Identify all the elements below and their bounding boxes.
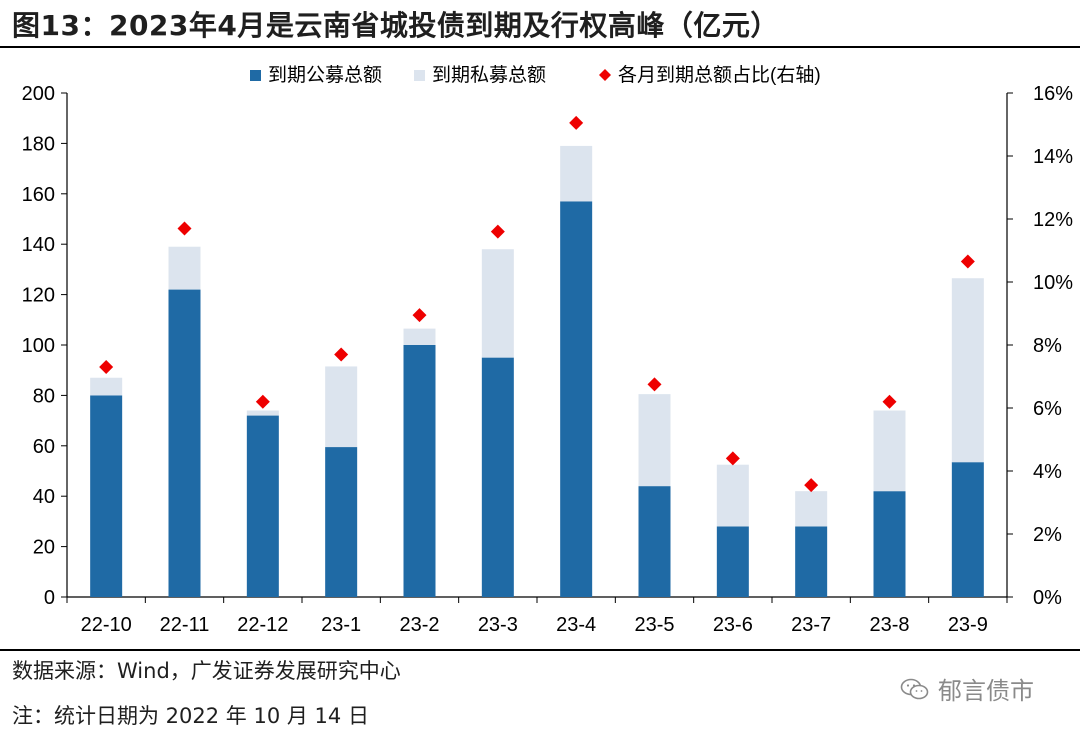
y-tick-label: 120 — [22, 285, 55, 307]
y-tick-label: 100 — [22, 335, 55, 357]
y-tick-label: 180 — [22, 133, 55, 155]
x-tick-label: 23-2 — [399, 614, 439, 636]
y2-tick-label: 12% — [1033, 209, 1073, 231]
x-tick-label: 23-3 — [478, 614, 518, 636]
x-tick-label: 23-5 — [634, 614, 674, 636]
footer-divider — [0, 649, 1080, 651]
bar-private — [873, 410, 906, 492]
bar-public — [638, 486, 671, 597]
bar-public — [168, 289, 201, 597]
x-tick-label: 23-9 — [948, 614, 988, 636]
y-tick-label: 200 — [22, 83, 55, 105]
bar-private — [951, 278, 984, 463]
bar-private — [638, 394, 671, 487]
ratio-marker — [960, 254, 975, 269]
source-text: 数据来源：Wind，广发证券发展研究中心 — [12, 659, 401, 683]
y-tick-label: 140 — [22, 234, 55, 256]
bar-private — [168, 246, 201, 290]
ratio-marker — [490, 224, 505, 239]
y-tick-label: 40 — [33, 486, 55, 508]
y2-tick-label: 2% — [1033, 524, 1062, 546]
ratio-marker — [804, 478, 819, 493]
y-tick-label: 160 — [22, 184, 55, 206]
bar-public — [325, 447, 358, 597]
y2-tick-label: 0% — [1033, 587, 1062, 609]
y-tick-label: 80 — [33, 385, 55, 407]
bar-private — [246, 410, 279, 416]
bar-public — [873, 491, 906, 597]
bar-public — [90, 395, 123, 597]
ratio-marker — [412, 308, 427, 323]
bar-private — [403, 328, 436, 345]
figure-title: 图13：2023年4月是云南省城投债到期及行权高峰（亿元） — [12, 9, 779, 42]
bar-private — [795, 491, 828, 527]
legend-label-public: 到期公募总额 — [268, 64, 382, 86]
watermark-label: 郁言债市 — [938, 677, 1034, 705]
x-tick-label: 23-6 — [713, 614, 753, 636]
chart-area: 0 20 40 60 80 100 120 140 160 180 200 0% 2% 4% 6% 8% 10%… — [0, 52, 1080, 642]
x-tick-label: 22-10 — [81, 614, 132, 636]
ratio-marker — [647, 377, 662, 392]
ratio-marker — [99, 360, 114, 375]
stacked-bar-chart: 0 20 40 60 80 100 120 140 160 180 200 0% 2% 4% 6% 8% 10%… — [22, 64, 1074, 636]
legend-swatch-private — [414, 70, 425, 81]
y2-tick-label: 16% — [1033, 83, 1073, 105]
bar-private — [560, 145, 593, 202]
bar-private — [325, 366, 358, 448]
watermark: 郁言债市 — [900, 671, 1034, 706]
bar-public — [560, 201, 593, 598]
x-tick-label: 23-4 — [556, 614, 596, 636]
bar-public — [716, 526, 749, 597]
ratio-marker — [882, 394, 897, 409]
legend-label-private: 到期私募总额 — [432, 64, 546, 86]
bar-public — [795, 526, 828, 597]
x-tick-label: 22-11 — [160, 614, 210, 636]
wechat-icon — [900, 678, 929, 699]
ratio-marker — [177, 221, 192, 236]
note-text: 注：统计日期为 2022 年 10 月 14 日 — [12, 704, 369, 728]
x-tick-label: 23-1 — [321, 614, 361, 636]
y2-tick-label: 14% — [1033, 146, 1073, 168]
y2-tick-label: 6% — [1033, 398, 1062, 420]
bar-public — [951, 462, 984, 597]
ratio-marker — [334, 347, 349, 362]
legend-swatch-public — [250, 70, 261, 81]
y-tick-label: 0 — [44, 587, 55, 609]
ratio-marker — [725, 451, 740, 466]
ratio-marker — [255, 394, 270, 409]
bar-private — [90, 377, 123, 396]
x-tick-label: 22-12 — [237, 614, 288, 636]
legend-marker-ratio — [599, 69, 611, 81]
legend-label-ratio: 各月到期总额占比(右轴) — [618, 64, 821, 86]
ratio-marker — [569, 115, 584, 130]
bar-public — [403, 345, 436, 597]
y2-tick-label: 10% — [1033, 272, 1073, 294]
y-tick-label: 60 — [33, 436, 55, 458]
bar-private — [481, 249, 514, 358]
y-tick-label: 20 — [33, 537, 55, 559]
y2-tick-label: 8% — [1033, 335, 1062, 357]
bar-public — [481, 357, 514, 597]
x-tick-label: 23-8 — [869, 614, 909, 636]
y2-tick-label: 4% — [1033, 461, 1062, 483]
bar-public — [246, 415, 279, 597]
bar-private — [716, 464, 749, 527]
title-divider — [0, 46, 1080, 48]
x-tick-label: 23-7 — [791, 614, 831, 636]
